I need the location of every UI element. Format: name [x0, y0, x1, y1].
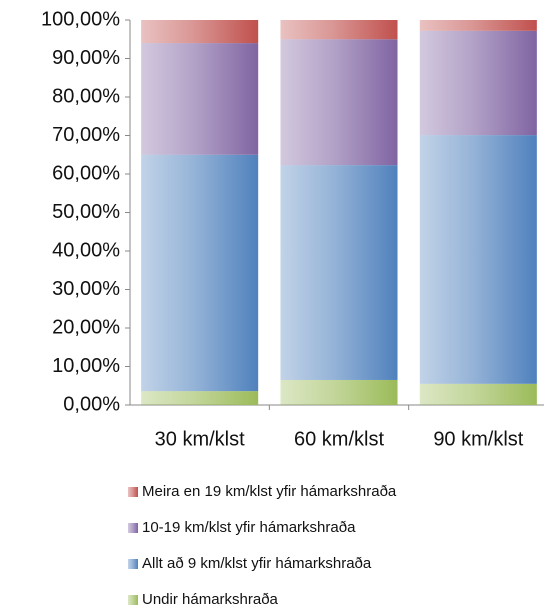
y-tick-label: 20,00%	[52, 316, 120, 338]
legend-swatch	[128, 523, 138, 533]
y-tick-label: 80,00%	[52, 85, 120, 107]
bar-segment	[280, 379, 398, 405]
y-tick-label: 0,00%	[63, 393, 120, 415]
y-tick-label: 50,00%	[52, 201, 120, 223]
y-tick-label: 90,00%	[52, 47, 120, 69]
legend-swatch	[128, 487, 138, 497]
legend-label: 10-19 km/klst yfir hámarkshraða	[142, 519, 356, 536]
y-tick-label: 100,00%	[41, 8, 120, 30]
y-tick-label: 10,00%	[52, 355, 120, 377]
x-tick-label: 30 km/klst	[155, 428, 245, 450]
bar-segment	[141, 154, 259, 392]
bar-segment	[419, 135, 537, 384]
bar-segment	[280, 39, 398, 166]
legend-label: Undir hámarkshraða	[142, 591, 279, 608]
x-tick-label: 90 km/klst	[433, 428, 523, 450]
legend-swatch	[128, 559, 138, 569]
bar-segment	[419, 30, 537, 136]
bar-segment	[141, 43, 259, 155]
y-tick-label: 30,00%	[52, 278, 120, 300]
bar-segment	[280, 20, 398, 40]
bar-segment	[141, 391, 259, 405]
bar-segment	[419, 20, 537, 31]
legend-label: Meira en 19 km/klst yfir hámarkshraða	[142, 483, 397, 500]
legend-swatch	[128, 595, 138, 605]
y-tick-label: 40,00%	[52, 239, 120, 261]
legend-label: Allt að 9 km/klst yfir hámarkshraða	[142, 555, 372, 572]
bar-segment	[419, 383, 537, 405]
bar-segment	[280, 165, 398, 380]
bar-segment	[141, 20, 259, 44]
y-tick-label: 70,00%	[52, 124, 120, 146]
x-tick-label: 60 km/klst	[294, 428, 384, 450]
y-tick-label: 60,00%	[52, 162, 120, 184]
